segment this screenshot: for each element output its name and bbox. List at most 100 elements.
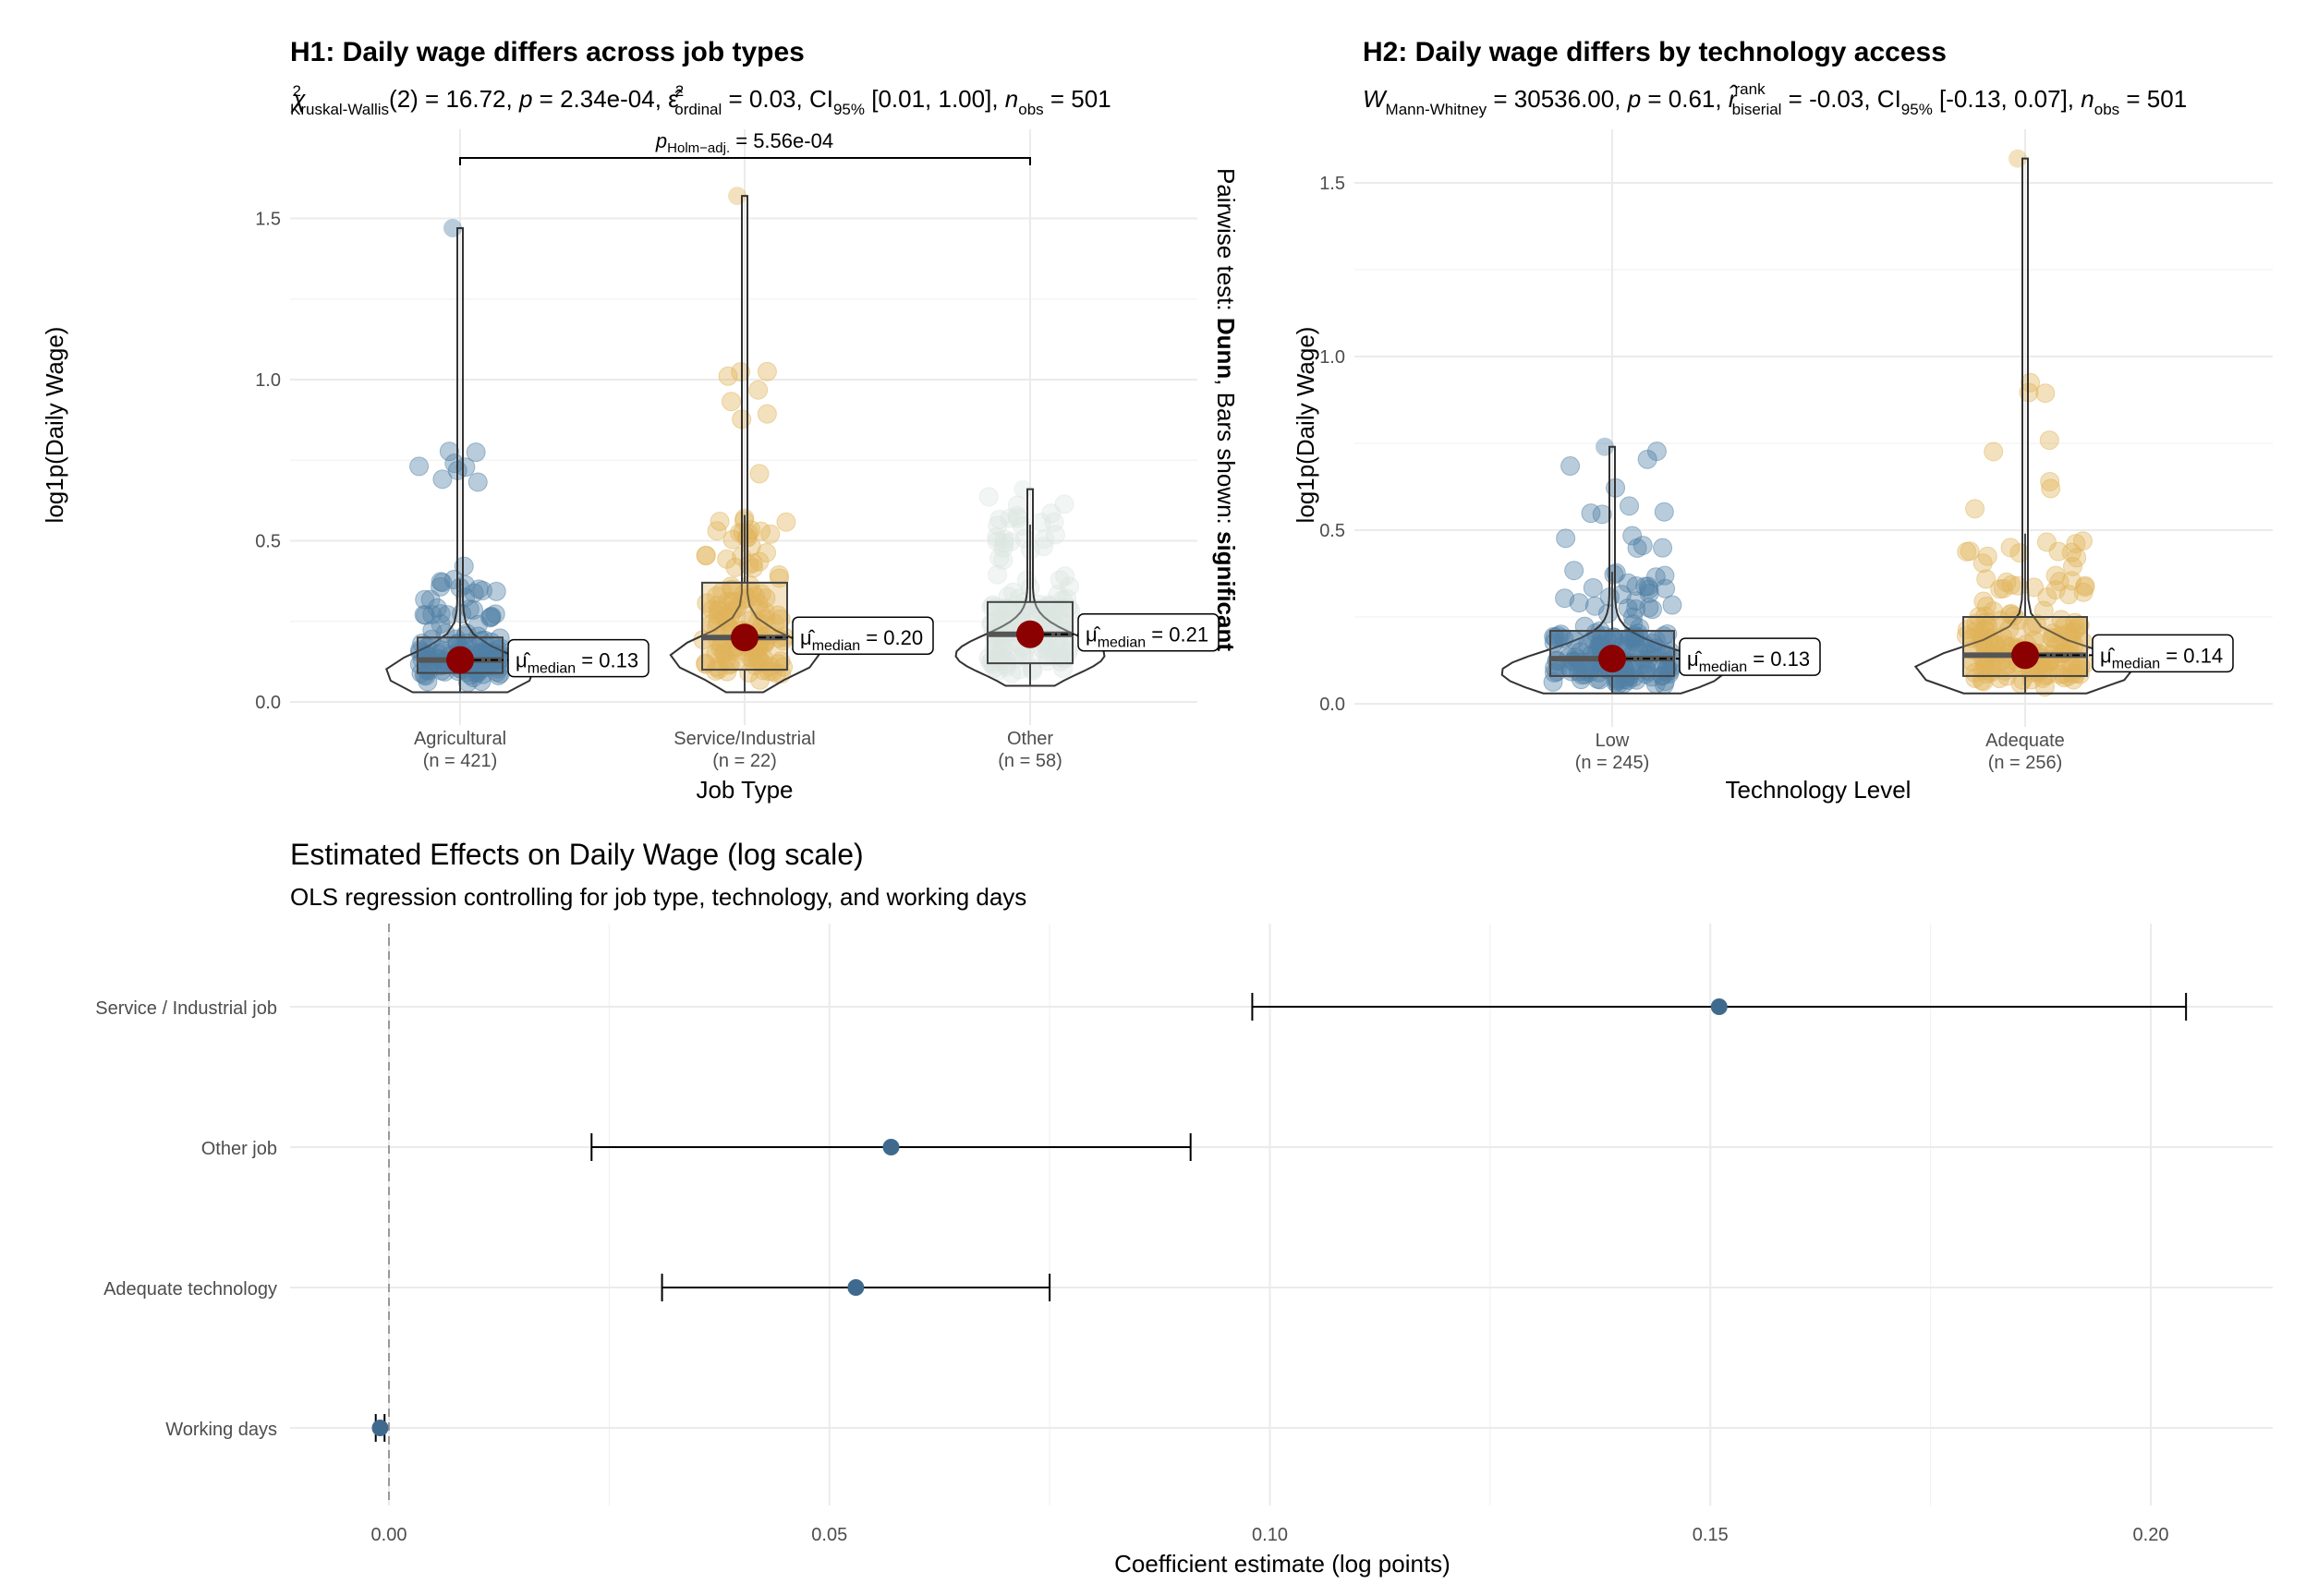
- data-point: [1642, 599, 1662, 620]
- coef-subtitle: OLS regression controlling for job type,…: [290, 883, 1026, 911]
- data-point: [2064, 622, 2084, 642]
- data-point: [1550, 624, 1571, 645]
- median-dot: [2011, 641, 2039, 670]
- data-point: [1034, 537, 1054, 557]
- data-point: [409, 456, 430, 477]
- data-point: [1993, 578, 2013, 598]
- data-point: [710, 512, 730, 532]
- data-point: [748, 380, 769, 400]
- h1-y-axis-label: log1p(Daily Wage): [41, 327, 68, 524]
- data-point: [1655, 565, 1675, 586]
- x-tick-label: Other: [1007, 729, 1053, 749]
- data-point: [420, 589, 441, 610]
- data-point: [1632, 536, 1653, 556]
- group-agricultural: μ̂median = 0.13: [385, 218, 649, 694]
- data-point: [1009, 659, 1029, 680]
- data-point: [2045, 565, 2066, 586]
- data-point: [1003, 582, 1024, 602]
- estimate-point: [371, 1420, 389, 1436]
- median-label-box: [507, 638, 649, 678]
- y-tick-label: Other job: [201, 1139, 277, 1159]
- data-point: [991, 598, 1012, 619]
- data-point: [414, 605, 434, 625]
- h1-plot-area: 0.00.51.01.5μ̂median = 0.13Agricultural(…: [255, 129, 1220, 771]
- data-point: [718, 366, 738, 386]
- y-tick-label: 0.0: [1319, 695, 1345, 715]
- data-point: [1976, 569, 1997, 589]
- data-point: [721, 392, 741, 412]
- data-point: [1556, 528, 1576, 549]
- data-point: [1564, 561, 1584, 581]
- median-dot: [1598, 645, 1626, 673]
- group-other: μ̂median = 0.21: [954, 479, 1220, 687]
- data-point: [696, 546, 716, 566]
- group-service-industrial: μ̂median = 0.20: [669, 187, 934, 694]
- data-point: [717, 549, 737, 569]
- data-point: [2075, 577, 2095, 598]
- data-point: [696, 653, 716, 673]
- x-tick-n-label: (n = 22): [712, 751, 776, 771]
- data-point: [1626, 575, 1646, 596]
- coef-title: Estimated Effects on Daily Wage (log sca…: [290, 838, 864, 871]
- x-tick-label: 0.15: [1693, 1525, 1729, 1545]
- data-point: [715, 608, 735, 628]
- data-point: [1965, 668, 1985, 688]
- h1-title: H1: Daily wage differs across job types: [290, 37, 805, 67]
- data-point: [2040, 471, 2060, 491]
- data-point: [2037, 586, 2057, 607]
- data-point: [2061, 542, 2081, 562]
- data-point: [1560, 456, 1581, 477]
- data-point: [1984, 441, 2004, 462]
- data-point: [731, 362, 751, 382]
- data-point: [1569, 593, 1589, 613]
- data-point: [1997, 572, 2017, 592]
- data-point: [747, 611, 768, 632]
- pairwise-bracket: [459, 157, 1031, 165]
- median-dot: [1016, 620, 1044, 648]
- y-tick-label: 0.5: [1319, 521, 1345, 541]
- data-point: [1635, 664, 1656, 684]
- data-point: [1048, 585, 1068, 605]
- median-label: μ̂median = 0.21: [1086, 623, 1208, 651]
- data-point: [1055, 566, 1075, 586]
- data-point: [1654, 502, 1674, 522]
- data-point: [2034, 677, 2055, 697]
- data-point: [1984, 601, 2004, 622]
- data-point: [480, 608, 501, 628]
- x-tick-n-label: (n = 58): [998, 751, 1062, 771]
- data-point: [1620, 496, 1640, 516]
- data-point: [1057, 588, 1077, 609]
- data-point: [467, 472, 488, 492]
- data-point: [1001, 532, 1021, 552]
- data-point: [415, 589, 435, 610]
- data-point: [776, 512, 796, 532]
- data-point: [1627, 538, 1647, 558]
- data-point: [1973, 591, 1994, 611]
- coef-term: [371, 1414, 389, 1442]
- x-tick-n-label: (n = 421): [423, 751, 498, 771]
- data-point: [1050, 570, 1070, 590]
- data-point: [2058, 585, 2079, 605]
- median-label-box: [2092, 634, 2234, 673]
- median-label: μ̂median = 0.13: [516, 649, 638, 677]
- h2-title: H2: Daily wage differs by technology acc…: [1363, 37, 1947, 67]
- data-point: [749, 464, 770, 484]
- violin: [1913, 157, 2137, 695]
- data-point: [748, 648, 769, 669]
- violin: [954, 488, 1106, 687]
- y-tick-label: 0.5: [255, 532, 281, 552]
- coef-term: [590, 1133, 1192, 1161]
- y-tick-label: 1.0: [1319, 347, 1345, 368]
- data-point: [760, 524, 781, 544]
- data-point: [2008, 611, 2028, 631]
- data-point: [439, 441, 459, 462]
- data-point: [1045, 525, 1065, 545]
- x-tick-label: 0.20: [2133, 1525, 2169, 1545]
- data-point: [1626, 599, 1646, 620]
- data-point: [745, 586, 765, 607]
- data-point: [431, 572, 451, 592]
- median-label: μ̂median = 0.20: [800, 626, 923, 654]
- data-point: [2035, 383, 2056, 404]
- data-point: [486, 581, 506, 601]
- data-point: [989, 509, 1010, 529]
